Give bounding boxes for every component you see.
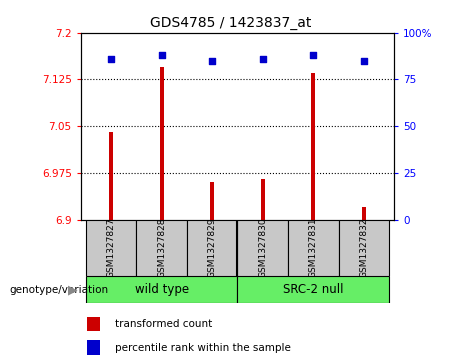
Text: GSM1327829: GSM1327829 [207,217,217,278]
Text: SRC-2 null: SRC-2 null [283,283,343,296]
Bar [87,340,100,355]
Bar [237,220,288,276]
Text: GSM1327827: GSM1327827 [106,217,116,278]
Bar [338,220,389,276]
Point [360,58,367,64]
Point [208,58,216,64]
Text: GSM1327832: GSM1327832 [359,217,368,278]
Point [259,56,266,62]
Bar [362,207,366,220]
Text: genotype/variation: genotype/variation [9,285,108,295]
Point [310,52,317,58]
Bar [210,182,214,220]
Text: GDS4785 / 1423837_at: GDS4785 / 1423837_at [150,16,311,30]
Point [158,52,165,58]
Bar [87,317,100,331]
Point [107,56,115,62]
Bar [311,73,315,220]
Bar [86,276,237,303]
Bar [187,220,237,276]
Text: GSM1327828: GSM1327828 [157,217,166,278]
Bar [160,67,164,220]
Bar [136,220,187,276]
Text: GSM1327830: GSM1327830 [258,217,267,278]
Bar [260,179,265,220]
Bar [109,132,113,220]
Bar [288,220,338,276]
Text: ▶: ▶ [68,284,77,297]
Text: transformed count: transformed count [115,319,213,329]
Bar [237,276,389,303]
Bar [86,220,136,276]
Text: percentile rank within the sample: percentile rank within the sample [115,343,291,352]
Text: GSM1327831: GSM1327831 [309,217,318,278]
Text: wild type: wild type [135,283,189,296]
